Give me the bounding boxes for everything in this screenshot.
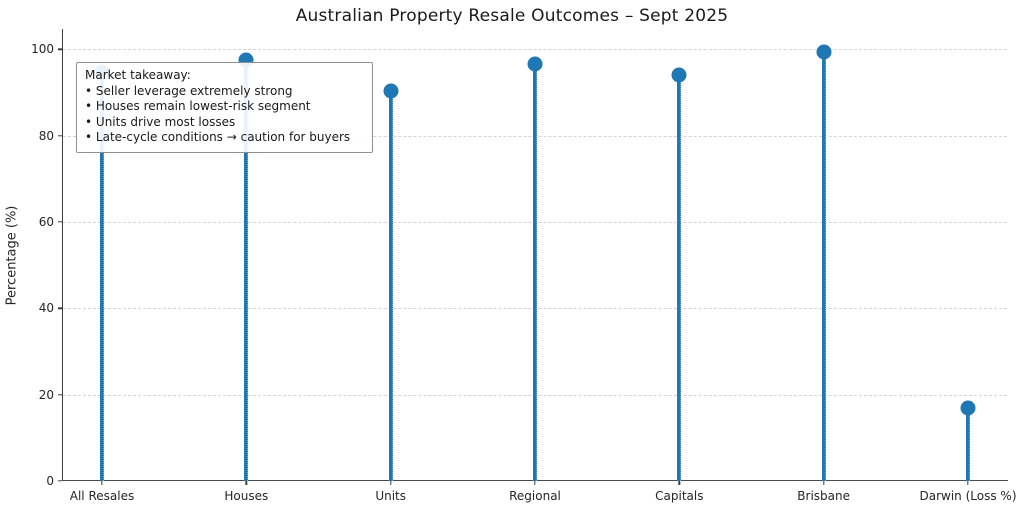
stem-marker-2 (383, 83, 399, 99)
stem-4 (677, 75, 682, 481)
x-tick-label-5: Brisbane (797, 489, 851, 503)
chart-title: Australian Property Resale Outcomes – Se… (295, 6, 729, 26)
y-tick-label-60: 60 (38, 214, 54, 229)
stem-0 (100, 71, 104, 481)
x-tick-mark-3 (534, 481, 536, 485)
y-axis-spine (62, 29, 63, 481)
x-tick-label-1: Houses (224, 489, 269, 503)
y-tick-mark-40 (58, 307, 62, 310)
y-tick-mark-80 (58, 134, 62, 137)
x-tick-label-6: Darwin (Loss %) (919, 489, 1017, 503)
y-tick-label-100: 100 (31, 42, 54, 57)
y-tick-mark-60 (58, 221, 62, 223)
y-tick-label-20: 20 (38, 387, 54, 402)
y-tick-label-40: 40 (38, 301, 54, 316)
stem-marker-6 (960, 400, 976, 416)
annotation-bullet-1: Houses remain lowest-risk segment (85, 99, 364, 115)
y-axis-label: Percentage (%) (4, 205, 20, 306)
x-tick-mark-2 (389, 481, 392, 485)
stem-marker-4 (671, 67, 687, 83)
annotation-box: Market takeaway: Seller leverage extreme… (76, 62, 373, 153)
x-tick-mark-6 (967, 481, 969, 485)
annotation-bullet-0: Seller leverage extremely strong (85, 84, 364, 100)
annotation-bullet-3: Late-cycle conditions → caution for buye… (85, 130, 364, 146)
stem-2 (388, 91, 393, 481)
x-tick-mark-4 (678, 481, 681, 485)
plot-area: Market takeaway: Seller leverage extreme… (31, 29, 1017, 503)
stem-marker-3 (527, 56, 543, 72)
gridline-y-100 (63, 49, 1007, 51)
x-tick-label-4: Capitals (655, 489, 704, 503)
annotation-bullet-2: Units drive most losses (85, 115, 364, 131)
y-tick-label-0: 0 (46, 474, 54, 488)
stem-6 (966, 408, 970, 481)
x-tick-mark-1 (245, 481, 248, 485)
x-tick-label-3: Regional (509, 489, 561, 503)
stem-3 (533, 63, 537, 481)
x-tick-mark-0 (101, 481, 103, 485)
y-tick-mark-20 (58, 393, 62, 396)
stem-marker-5 (816, 44, 832, 60)
y-tick-mark-0 (58, 480, 62, 482)
stem-5 (821, 51, 826, 481)
x-tick-mark-5 (822, 481, 825, 485)
x-tick-label-0: All Resales (69, 489, 135, 503)
x-tick-label-2: Units (375, 489, 406, 503)
y-tick-label-80: 80 (38, 128, 54, 143)
annotation-title: Market takeaway: (85, 68, 191, 82)
stem-1 (244, 59, 249, 481)
y-tick-mark-100 (58, 48, 62, 50)
